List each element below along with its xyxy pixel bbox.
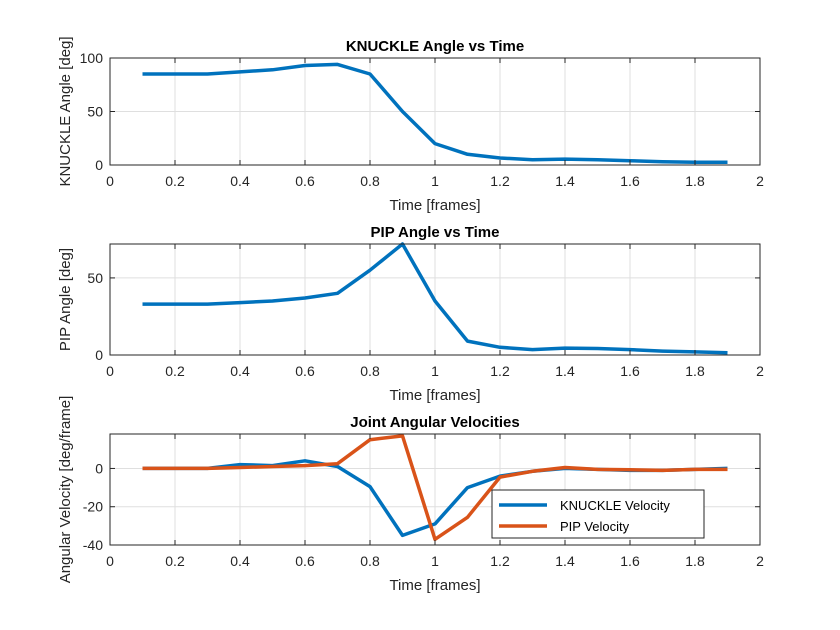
x-tick-label: 0.4 [230, 173, 250, 189]
x-tick-label: 0.2 [165, 363, 185, 379]
x-tick-label: 0.6 [295, 173, 315, 189]
x-tick-label: 1 [431, 553, 439, 569]
x-tick-label: 2 [756, 553, 764, 569]
x-tick-label: 0 [106, 553, 114, 569]
x-tick-label: 1 [431, 173, 439, 189]
legend-entry: PIP Velocity [560, 519, 630, 534]
x-tick-label: 0.2 [165, 173, 185, 189]
x-tick-label: 0.6 [295, 363, 315, 379]
y-tick-label: -40 [83, 537, 103, 553]
series-line-1 [142, 242, 728, 355]
x-tick-label: 0.8 [360, 553, 380, 569]
x-tick-label: 2 [756, 363, 764, 379]
x-tick-label: 0 [106, 363, 114, 379]
y-axis-label: KNUCKLE Angle [deg] [57, 36, 74, 186]
x-tick-label: 1.2 [490, 173, 510, 189]
x-tick-label: 1.2 [490, 363, 510, 379]
x-tick-label: 1.4 [555, 363, 575, 379]
x-tick-label: 1.6 [620, 173, 640, 189]
y-tick-label: 50 [87, 104, 103, 120]
y-tick-label: 100 [80, 50, 104, 66]
y-tick-label: 0 [95, 460, 103, 476]
chart-title: Joint Angular Velocities [350, 414, 519, 431]
y-tick-label: -20 [83, 499, 103, 515]
legend: KNUCKLE Velocity PIP Velocity [491, 489, 705, 539]
x-tick-label: 1.4 [555, 173, 575, 189]
y-tick-label: 0 [95, 157, 103, 173]
series-line-2 [142, 434, 728, 542]
x-tick-label: 1.6 [620, 553, 640, 569]
chart-title: KNUCKLE Angle vs Time [346, 38, 524, 55]
x-tick-label: 0.4 [230, 363, 250, 379]
x-tick-label: 1.8 [685, 553, 705, 569]
legend-entry: KNUCKLE Velocity [560, 498, 670, 513]
x-tick-label: 0.6 [295, 553, 315, 569]
y-tick-label: 50 [87, 270, 103, 286]
x-axis-label: Time [frames] [389, 577, 480, 594]
subplot-3: 0 0.2 0.4 0.6 0.8 1 1.2 1.4 1.6 1.8 2 -40 -20 0 Joint … [57, 396, 764, 594]
y-axis-label: Angular Velocity [deg/frame] [57, 396, 74, 584]
x-tick-label: 1.2 [490, 553, 510, 569]
subplot-1: 0 0.2 0.4 0.6 0.8 1 1.2 1.4 1.6 1.8 2 0 50 100 KNUCKLE… [57, 36, 764, 214]
y-axis-label: PIP Angle [deg] [57, 248, 74, 351]
chart-title: PIP Angle vs Time [371, 224, 500, 241]
x-tick-label: 2 [756, 173, 764, 189]
x-tick-label: 1 [431, 363, 439, 379]
y-tick-label: 0 [95, 347, 103, 363]
x-axis-label: Time [frames] [389, 387, 480, 404]
x-tick-label: 1.4 [555, 553, 575, 569]
legend-box [491, 489, 705, 539]
x-tick-label: 1.6 [620, 363, 640, 379]
x-tick-label: 0.4 [230, 553, 250, 569]
subplot-2: 0 0.2 0.4 0.6 0.8 1 1.2 1.4 1.6 1.8 2 0 50 PIP Angle … [57, 224, 764, 404]
x-tick-label: 1.8 [685, 363, 705, 379]
x-tick-label: 0.2 [165, 553, 185, 569]
x-tick-label: 0.8 [360, 363, 380, 379]
x-tick-label: 0.8 [360, 173, 380, 189]
x-axis-label: Time [frames] [389, 197, 480, 214]
x-tick-label: 1.8 [685, 173, 705, 189]
x-tick-label: 0 [106, 173, 114, 189]
